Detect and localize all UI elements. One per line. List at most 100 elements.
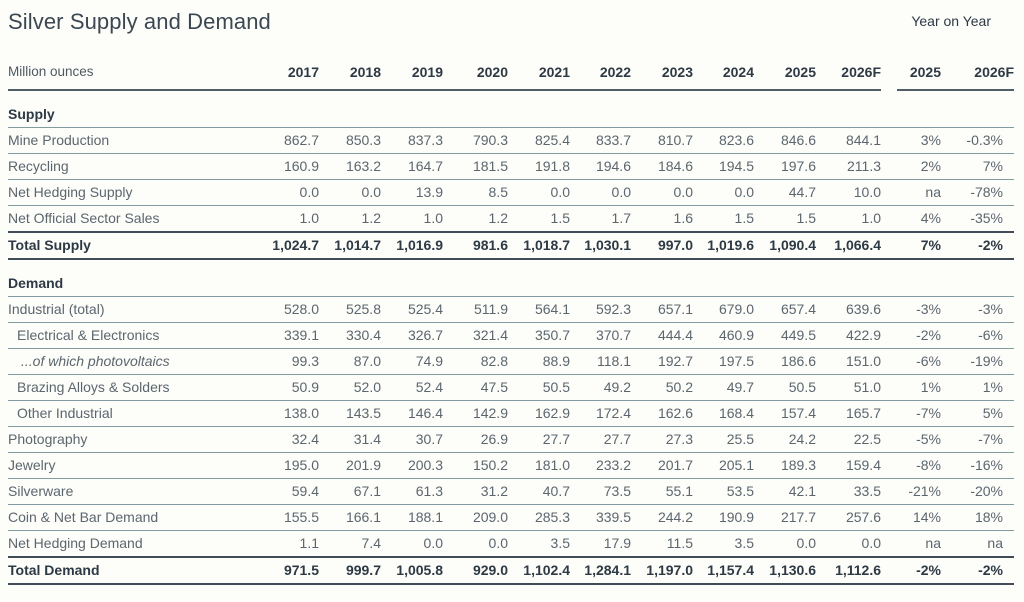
- table-row: Coin & Net Bar Demand 155.5 166.1 188.1 209.…: [8, 504, 1014, 531]
- year-value: 7.4: [319, 530, 381, 558]
- year-on-year-header: Year on Year: [911, 13, 991, 29]
- table-row: Net Official Sector Sales 1.0 1.2 1.0 1.2 1.5…: [8, 205, 1014, 233]
- year-value: 929.0: [443, 556, 508, 585]
- year-value: 0.0: [693, 179, 754, 206]
- yoy-column-header: 2025: [897, 64, 941, 91]
- table-row: Jewelry 195.0 201.9 200.3 150.2 181.0 233.2 201…: [8, 452, 1014, 479]
- row-gap: [881, 179, 897, 206]
- year-value: 181.5: [443, 153, 508, 180]
- year-value: 449.5: [754, 322, 816, 349]
- year-value: 33.5: [816, 478, 881, 505]
- row-label: Mine Production: [8, 127, 256, 154]
- year-value: 189.3: [754, 452, 816, 479]
- year-value: 151.0: [816, 348, 881, 375]
- year-value: 50.5: [508, 374, 570, 401]
- year-value: 44.7: [754, 179, 816, 206]
- year-value: 181.0: [508, 452, 570, 479]
- yoy-value: na: [941, 530, 1014, 558]
- yoy-value: -16%: [941, 452, 1014, 479]
- year-value: 639.6: [816, 296, 881, 323]
- yoy-column-header: 2026F: [941, 64, 1014, 91]
- year-value: 143.5: [319, 400, 381, 427]
- yoy-value: -7%: [897, 400, 941, 427]
- year-value: 525.8: [319, 296, 381, 323]
- year-value: 194.6: [570, 153, 631, 180]
- unit-label: Million ounces: [8, 64, 256, 91]
- table-row: Other Industrial 138.0 143.5 146.4 142.9 162.…: [8, 400, 1014, 427]
- table-row: Photography 32.4 31.4 30.7 26.9 27.7 27.7 27.3 2…: [8, 426, 1014, 453]
- page-title: Silver Supply and Demand: [8, 9, 271, 34]
- year-value: 150.2: [443, 452, 508, 479]
- yoy-value: -3%: [897, 296, 941, 323]
- row-gap: [881, 478, 897, 505]
- year-value: 511.9: [443, 296, 508, 323]
- year-column-header: 2022: [570, 64, 631, 91]
- year-value: 26.9: [443, 426, 508, 453]
- year-column-header: 2026F: [816, 64, 881, 91]
- year-column-header: 2019: [381, 64, 443, 91]
- section-header-row: Supply: [8, 90, 1014, 128]
- year-value: 67.1: [319, 478, 381, 505]
- row-label: Net Official Sector Sales: [8, 205, 256, 233]
- row-label: Net Hedging Demand: [8, 530, 256, 558]
- year-value: 244.2: [631, 504, 693, 531]
- table-row: Industrial (total) 528.0 525.8 525.4 511.9 56…: [8, 296, 1014, 323]
- year-value: 200.3: [381, 452, 443, 479]
- row-label: Recycling: [8, 153, 256, 180]
- yoy-value: -6%: [897, 348, 941, 375]
- table-row: Brazing Alloys & Solders 50.9 52.0 52.4 47.5…: [8, 374, 1014, 401]
- table-row: Silverware 59.4 67.1 61.3 31.2 40.7 73.5 55.1 53…: [8, 478, 1014, 505]
- year-value: 118.1: [570, 348, 631, 375]
- row-label: Jewelry: [8, 452, 256, 479]
- year-value: 657.1: [631, 296, 693, 323]
- year-value: 1,066.4: [816, 231, 881, 260]
- year-value: 321.4: [443, 322, 508, 349]
- year-value: 1,102.4: [508, 556, 570, 585]
- year-value: 999.7: [319, 556, 381, 585]
- year-value: 99.3: [256, 348, 319, 375]
- year-value: 525.4: [381, 296, 443, 323]
- year-value: 201.9: [319, 452, 381, 479]
- year-value: 49.7: [693, 374, 754, 401]
- year-value: 50.5: [754, 374, 816, 401]
- year-value: 444.4: [631, 322, 693, 349]
- yoy-value: -8%: [897, 452, 941, 479]
- row-label: Total Supply: [8, 231, 256, 260]
- year-value: 88.9: [508, 348, 570, 375]
- year-value: 8.5: [443, 179, 508, 206]
- row-label: ...of which photovoltaics: [8, 348, 256, 375]
- row-gap: [881, 322, 897, 349]
- year-value: 55.1: [631, 478, 693, 505]
- year-value: 211.3: [816, 153, 881, 180]
- year-value: 825.4: [508, 127, 570, 154]
- yoy-value: na: [897, 179, 941, 206]
- year-value: 1.6: [631, 205, 693, 233]
- year-value: 1,024.7: [256, 231, 319, 260]
- year-value: 168.4: [693, 400, 754, 427]
- year-value: 30.7: [381, 426, 443, 453]
- row-gap: [881, 504, 897, 531]
- year-column-header: 2017: [256, 64, 319, 91]
- row-gap: [881, 530, 897, 558]
- row-gap: [881, 400, 897, 427]
- row-label: Coin & Net Bar Demand: [8, 504, 256, 531]
- yoy-value: -19%: [941, 348, 1014, 375]
- year-value: 1.0: [256, 205, 319, 233]
- year-column-header: 2018: [319, 64, 381, 91]
- yoy-value: 4%: [897, 205, 941, 233]
- year-value: 810.7: [631, 127, 693, 154]
- yoy-value: -7%: [941, 426, 1014, 453]
- year-value: 27.7: [570, 426, 631, 453]
- year-value: 997.0: [631, 231, 693, 260]
- row-gap: [881, 348, 897, 375]
- year-value: 209.0: [443, 504, 508, 531]
- year-value: 31.2: [443, 478, 508, 505]
- year-value: 339.5: [570, 504, 631, 531]
- year-value: 155.5: [256, 504, 319, 531]
- row-label: Total Demand: [8, 556, 256, 585]
- year-value: 49.2: [570, 374, 631, 401]
- yoy-value: 7%: [897, 231, 941, 260]
- year-value: 1,090.4: [754, 231, 816, 260]
- year-value: 197.5: [693, 348, 754, 375]
